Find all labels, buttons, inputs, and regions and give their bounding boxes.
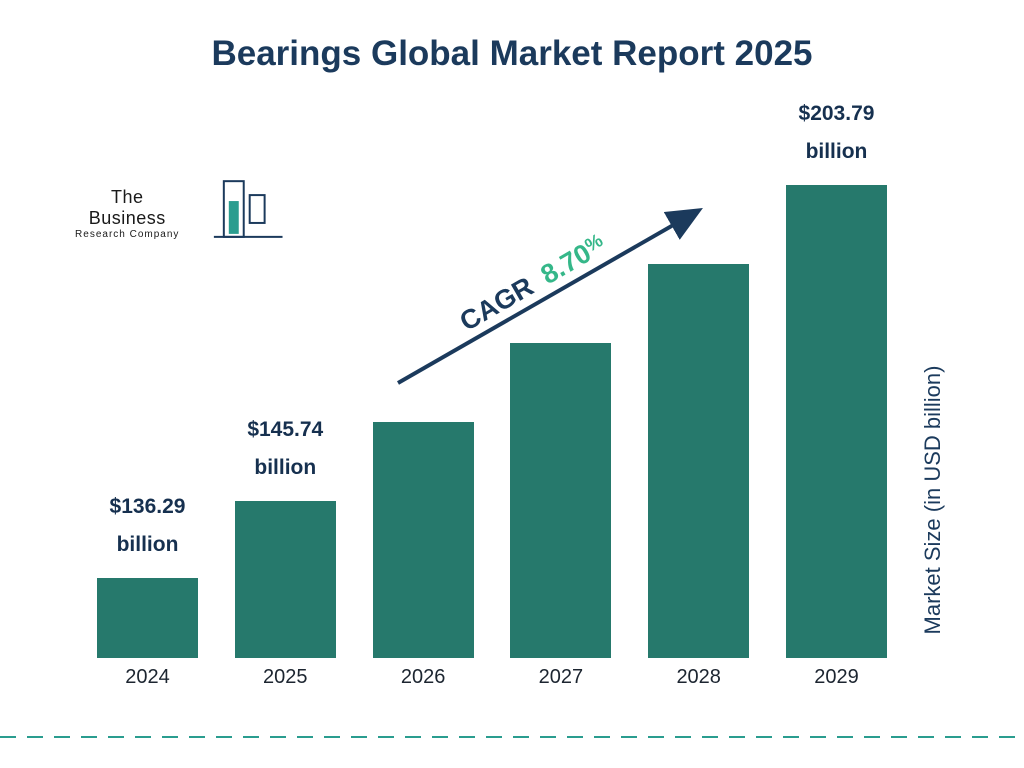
bar (648, 264, 750, 658)
company-logo: The Business Research Company (70, 178, 285, 248)
logo-text: The Business Research Company (70, 187, 184, 240)
x-axis-label: 2027 (538, 666, 584, 688)
bar (97, 578, 198, 658)
bar-group: $136.29 billion (97, 488, 198, 658)
x-axis-label: 2024 (125, 666, 170, 688)
logo-text-line1: The Business (88, 186, 166, 228)
bar-group (372, 422, 474, 658)
bar-group (510, 343, 612, 658)
bar-group (648, 264, 750, 658)
x-axis-label: 2025 (263, 666, 308, 688)
bar (785, 185, 887, 658)
x-axis: 2024 2025 2026 2027 2028 2029 (97, 666, 887, 689)
page-title: Bearings Global Market Report 2025 (211, 34, 813, 73)
bar (510, 343, 612, 658)
bar (372, 422, 474, 658)
bar-value-label: $203.79 billion (798, 102, 875, 163)
x-axis-label: 2028 (676, 666, 721, 688)
bar-group: $203.79 billion (785, 95, 887, 658)
bar-value-label: $136.29 billion (109, 495, 186, 556)
bar-chart: $136.29 billion $145.74 billion $203.79 billi… (97, 102, 887, 658)
logo-bars-icon (214, 180, 284, 238)
x-axis-label: 2029 (814, 666, 859, 688)
x-axis-label: 2026 (400, 666, 446, 688)
bar-value-label: $145.74 billion (247, 418, 324, 479)
logo-text-line2: Research Company (75, 228, 180, 240)
bar-group: $145.74 billion (234, 411, 336, 658)
bar (234, 501, 336, 658)
